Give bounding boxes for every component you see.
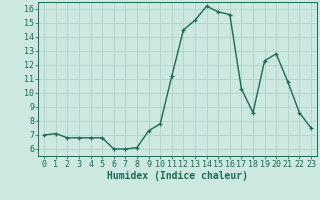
X-axis label: Humidex (Indice chaleur): Humidex (Indice chaleur) [107, 171, 248, 181]
